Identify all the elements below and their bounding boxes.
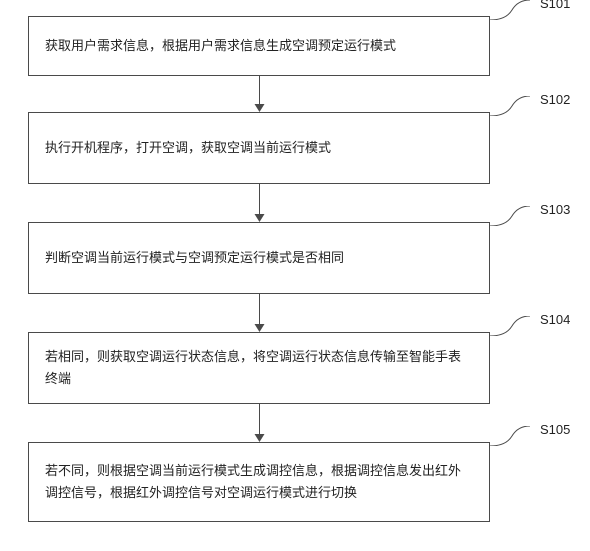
leader-line	[490, 206, 530, 226]
flow-node-text: 执行开机程序，打开空调，获取空调当前运行模式	[45, 137, 331, 159]
flow-node-s102: 执行开机程序，打开空调，获取空调当前运行模式	[28, 112, 490, 184]
arrow-line	[259, 184, 260, 215]
flow-node-text: 获取用户需求信息，根据用户需求信息生成空调预定运行模式	[45, 35, 396, 57]
arrow-line	[259, 404, 260, 435]
leader-line	[490, 0, 530, 20]
arrow-head-icon	[255, 214, 265, 222]
leader-line	[490, 316, 530, 336]
flow-node-text: 若不同，则根据空调当前运行模式生成调控信息，根据调控信息发出红外调控信号，根据红…	[45, 460, 473, 504]
arrow-head-icon	[255, 434, 265, 442]
flow-node-s105: 若不同，则根据空调当前运行模式生成调控信息，根据调控信息发出红外调控信号，根据红…	[28, 442, 490, 522]
step-label-s105: S105	[540, 422, 570, 437]
step-label-s103: S103	[540, 202, 570, 217]
flow-node-s101: 获取用户需求信息，根据用户需求信息生成空调预定运行模式	[28, 16, 490, 76]
flowchart: 获取用户需求信息，根据用户需求信息生成空调预定运行模式 S101 执行开机程序，打开…	[0, 0, 590, 551]
flow-node-text: 若相同，则获取空调运行状态信息，将空调运行状态信息传输至智能手表终端	[45, 346, 473, 390]
step-label-s102: S102	[540, 92, 570, 107]
flow-node-text: 判断空调当前运行模式与空调预定运行模式是否相同	[45, 247, 344, 269]
arrow-line	[259, 294, 260, 325]
flow-node-s103: 判断空调当前运行模式与空调预定运行模式是否相同	[28, 222, 490, 294]
arrow-line	[259, 76, 260, 105]
arrow-head-icon	[255, 324, 265, 332]
leader-line	[490, 96, 530, 116]
step-label-s104: S104	[540, 312, 570, 327]
arrow-head-icon	[255, 104, 265, 112]
flow-node-s104: 若相同，则获取空调运行状态信息，将空调运行状态信息传输至智能手表终端	[28, 332, 490, 404]
step-label-s101: S101	[540, 0, 570, 11]
leader-line	[490, 426, 530, 446]
